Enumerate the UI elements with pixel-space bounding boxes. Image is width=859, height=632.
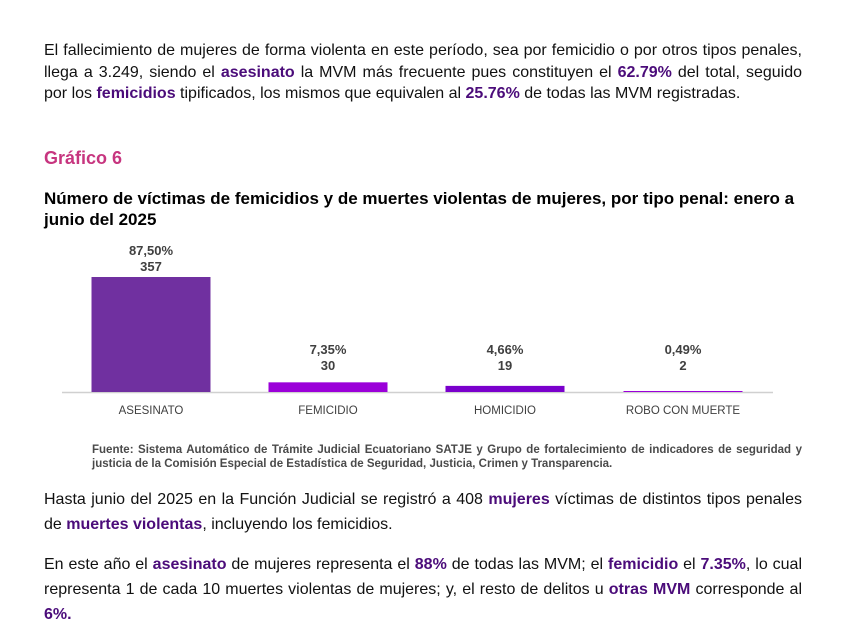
percent-label-robo-con-muerte: 0,49%	[665, 342, 702, 357]
intro-text-4: tipificados, los mismos que equivalen al	[175, 85, 466, 102]
bar-homicidio	[445, 385, 565, 392]
p3-bold-735: 7.35%	[700, 556, 746, 573]
p3-text-1: En este año el	[44, 556, 153, 573]
p2-text-1: Hasta junio del 2025 en la Función Judic…	[44, 491, 489, 508]
value-label-femicidio: 30	[321, 358, 335, 373]
p3-text-2: de mujeres representa el	[226, 556, 415, 573]
bar-asesinato	[91, 277, 211, 392]
section-heading: Gráfico 6	[44, 148, 123, 168]
chart-title: Número de víctimas de femicidios y de mu…	[44, 189, 795, 229]
bar-robo-con-muerte	[623, 391, 743, 392]
intro-text-2: la MVM más frecuente pues constituyen el	[294, 63, 618, 81]
intro-text-3: del total, seguido por los	[44, 63, 803, 103]
p3-text-3: de todas las MVM; el	[446, 556, 608, 573]
intro-text-1: El fallecimiento de mujeres de forma vio…	[44, 42, 802, 81]
p2-bold-muertes-violentas: muertes violentas	[66, 516, 203, 533]
value-label-homicidio: 19	[498, 358, 512, 373]
p3-text-4: el	[678, 556, 701, 573]
percent-label-homicidio: 4,66%	[487, 342, 524, 357]
p3-bold-asesinato: asesinato	[152, 556, 227, 573]
source-note: Fuente: Sistema Automático de Trámite Ju…	[92, 444, 802, 470]
value-label-robo-con-muerte: 2	[679, 358, 686, 373]
category-label-robo-con-muerte: ROBO CON MUERTE	[626, 405, 740, 417]
intro-text-5: de todas las MVM registradas.	[519, 85, 741, 102]
p2-text-3: , incluyendo los femicidios.	[202, 516, 393, 533]
percent-label-asesinato: 87,50%	[129, 243, 174, 258]
p2-bold-mujeres: mujeres	[488, 491, 550, 508]
bar-chart: 87,50%357 ASESINATO 7,35%30 FEMICIDIO 4,66%1…	[62, 243, 773, 417]
intro-bold-percent-asesinato: 62.79%	[617, 63, 672, 81]
percent-label-femicidio: 7,35%	[310, 342, 347, 357]
category-label-asesinato: ASESINATO	[119, 405, 184, 417]
p3-bold-femicidio: femicidio	[607, 556, 679, 573]
p3-text-5: , lo cual representa 1 de cada 10 muerte…	[44, 556, 803, 598]
bar-femicidio	[268, 382, 388, 392]
value-label-asesinato: 357	[140, 259, 162, 274]
category-label-femicidio: FEMICIDIO	[298, 405, 357, 417]
p3-bold-88: 88%	[414, 556, 447, 573]
intro-bold-percent-femicidios: 25.76%	[465, 85, 520, 102]
paragraph-2: Hasta junio del 2025 en la Función Judic…	[44, 487, 802, 537]
p2-text-2: víctimas de distintos tipos penales de	[44, 491, 803, 533]
p3-text-6: corresponde al	[690, 581, 802, 598]
intro-paragraph: El fallecimiento de mujeres de forma vio…	[44, 40, 802, 105]
paragraph-3: En este año el asesinato de mujeres repr…	[44, 552, 802, 627]
intro-bold-femicidios: femicidios	[96, 85, 176, 102]
p3-bold-6: 6%.	[44, 606, 72, 623]
intro-bold-asesinato: asesinato	[220, 63, 295, 81]
category-label-homicidio: HOMICIDIO	[474, 405, 536, 417]
p3-bold-otras-mvm: otras MVM	[608, 581, 691, 598]
